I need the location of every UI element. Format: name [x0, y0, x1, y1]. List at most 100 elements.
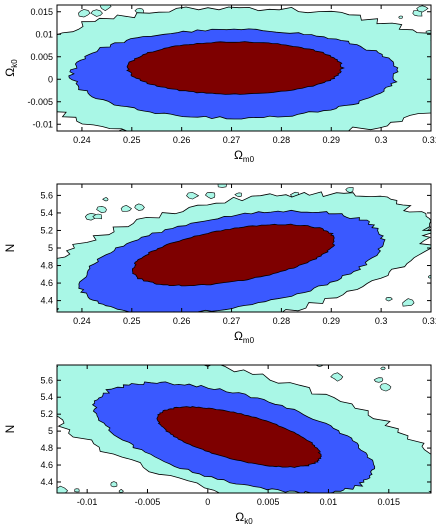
contour-speckle — [402, 298, 415, 307]
y-tick-label: 0.005 — [30, 52, 53, 62]
y-axis-label: N — [3, 244, 17, 253]
x-tick-label: 0.25 — [123, 135, 141, 145]
contour-speckle — [90, 9, 103, 17]
contour-speckle — [16, 273, 28, 281]
x-tick-label: 0.24 — [73, 316, 91, 326]
y-tick-label: 5.4 — [40, 208, 53, 218]
y-tick-label: -0.01 — [32, 119, 53, 129]
contour-speckle — [243, 144, 252, 148]
x-axis-label: Ωm0 — [234, 329, 255, 345]
contour-inner — [126, 41, 345, 95]
contour-speckle — [345, 187, 354, 193]
x-tick-label: 0.26 — [173, 316, 191, 326]
y-tick-label: 5.6 — [40, 190, 53, 200]
contour-inner — [131, 223, 336, 287]
x-tick-label: 0.005 — [257, 497, 280, 507]
contour-speckle — [57, 485, 69, 493]
contour-speckle — [186, 192, 200, 200]
x-tick-label: -0.01 — [77, 497, 98, 507]
x-tick-label: 0.27 — [223, 135, 241, 145]
x-tick-label: 0.25 — [123, 316, 141, 326]
contour-speckle — [96, 205, 107, 214]
contour-speckle — [25, 248, 32, 252]
contour-speckle — [234, 192, 242, 198]
contour-speckle — [179, 510, 188, 515]
panel-1: 0.24 0.25 0.26 0.27 0.28 0.29 0.3 0.31 -0.01 -0.0… — [0, 0, 436, 164]
x-tick-label: 0.24 — [73, 135, 91, 145]
contour-speckle — [16, 397, 25, 403]
y-tick-label: 4.6 — [40, 460, 53, 470]
panel-3: -0.01 -0.005 0 0.005 0.01 0.015 4.4 4.6 4.8 5 5.2 5… — [0, 349, 432, 526]
contour-speckle — [110, 481, 118, 488]
x-tick-label: 0.01 — [320, 497, 338, 507]
y-tick-label: 5.2 — [40, 225, 53, 235]
contour-speckle — [120, 204, 132, 212]
contour-speckle — [184, 359, 189, 362]
contour-speckle — [427, 275, 431, 279]
contour-speckle — [206, 0, 212, 2]
y-tick-label: 4.6 — [40, 278, 53, 288]
contour-speckle — [19, 113, 32, 120]
y-tick-label: 4.4 — [40, 296, 53, 306]
y-tick-label: 5.6 — [40, 375, 53, 385]
contour-speckle — [99, 5, 112, 11]
contour-speckle — [202, 513, 209, 516]
y-tick-label: 0 — [48, 74, 53, 84]
contour-speckle — [142, 328, 151, 334]
y-tick-label: 5.4 — [40, 392, 53, 402]
contour-speckle — [380, 366, 386, 371]
contour-speckle — [243, 323, 255, 330]
x-tick-label: 0.28 — [273, 316, 291, 326]
contour-speckle — [118, 489, 124, 493]
y-tick-label: 4.8 — [40, 443, 53, 453]
contour-speckle — [180, 349, 190, 357]
contour-speckle — [78, 9, 91, 18]
y-tick-label: 4.4 — [40, 477, 53, 487]
x-tick-label: 0.3 — [375, 135, 388, 145]
plot-area — [16, 184, 431, 339]
x-tick-label: 0.31 — [422, 316, 436, 326]
y-tick-label: 4.8 — [40, 261, 53, 271]
contour-speckle — [0, 403, 2, 408]
contour-speckle — [0, 30, 10, 37]
contour-speckle — [92, 213, 103, 220]
y-axis-label: Ωk0 — [3, 59, 19, 77]
contour-speckle — [293, 321, 304, 329]
x-tick-label: -0.005 — [135, 497, 161, 507]
y-tick-label: -0.005 — [27, 97, 53, 107]
contour-speckle — [284, 333, 294, 339]
contour-speckle — [416, 5, 429, 13]
x-tick-label: 0.3 — [375, 316, 388, 326]
contour-speckle — [102, 196, 109, 202]
x-axis-label: Ωm0 — [234, 148, 255, 164]
contour-speckle — [334, 357, 343, 362]
contour-speckle — [398, 15, 403, 19]
axes-frame — [56, 4, 432, 132]
contour-speckle — [286, 0, 296, 1]
contour-speckle — [373, 377, 384, 383]
contour-speckle — [265, 322, 271, 327]
contour-speckle — [134, 203, 145, 211]
plot-area — [0, 349, 431, 516]
contour-speckle — [204, 192, 216, 200]
plot-area — [0, 0, 431, 158]
contour-speckle — [0, 417, 7, 423]
contour-speckle — [168, 331, 176, 336]
contour-speckle — [175, 504, 185, 511]
x-tick-label: 0.27 — [223, 316, 241, 326]
y-tick-label: 5.2 — [40, 409, 53, 419]
x-tick-label: 0.29 — [323, 135, 341, 145]
contour-speckle — [379, 383, 392, 392]
y-tick-label: 5 — [48, 243, 53, 253]
x-tick-label: 0.28 — [273, 135, 291, 145]
contour-speckle — [379, 146, 386, 151]
contour-speckle — [292, 498, 302, 503]
x-axis-label: Ωk0 — [235, 510, 253, 526]
x-tick-label: 0.31 — [422, 135, 436, 145]
contour-speckle — [385, 296, 393, 302]
panel-2: 0.24 0.25 0.26 0.27 0.28 0.29 0.3 0.31 4.4 4.6 4.8… — [3, 183, 436, 345]
x-tick-label: 0.26 — [173, 135, 191, 145]
contour-inner — [156, 406, 322, 468]
contour-speckle — [263, 153, 271, 158]
contour-speckle — [29, 270, 40, 279]
